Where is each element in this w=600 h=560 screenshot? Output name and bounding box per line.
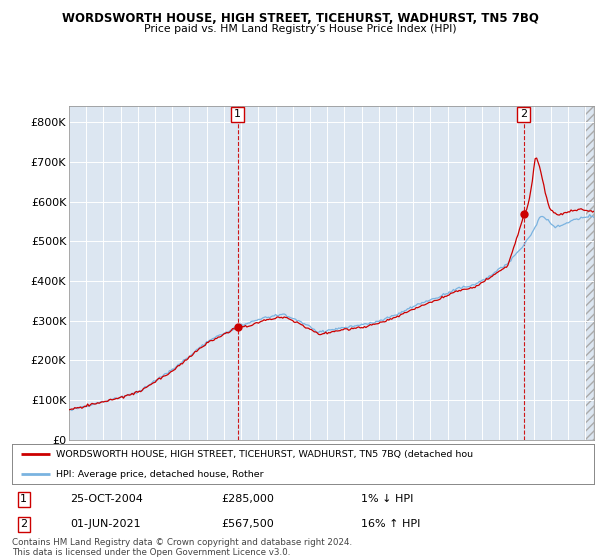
Text: Price paid vs. HM Land Registry’s House Price Index (HPI): Price paid vs. HM Land Registry’s House … — [143, 24, 457, 34]
Text: 1: 1 — [234, 109, 241, 119]
Text: 1: 1 — [20, 494, 27, 505]
Text: £567,500: £567,500 — [221, 519, 274, 529]
Text: 2: 2 — [20, 519, 27, 529]
Text: WORDSWORTH HOUSE, HIGH STREET, TICEHURST, WADHURST, TN5 7BQ (detached hou: WORDSWORTH HOUSE, HIGH STREET, TICEHURST… — [56, 450, 473, 459]
Text: WORDSWORTH HOUSE, HIGH STREET, TICEHURST, WADHURST, TN5 7BQ: WORDSWORTH HOUSE, HIGH STREET, TICEHURST… — [62, 12, 538, 25]
Text: £285,000: £285,000 — [221, 494, 274, 505]
Text: 1% ↓ HPI: 1% ↓ HPI — [361, 494, 413, 505]
Text: 2: 2 — [520, 109, 527, 119]
Text: Contains HM Land Registry data © Crown copyright and database right 2024.
This d: Contains HM Land Registry data © Crown c… — [12, 538, 352, 557]
Text: HPI: Average price, detached house, Rother: HPI: Average price, detached house, Roth… — [56, 470, 263, 479]
Text: 01-JUN-2021: 01-JUN-2021 — [70, 519, 141, 529]
Text: 16% ↑ HPI: 16% ↑ HPI — [361, 519, 421, 529]
Text: 25-OCT-2004: 25-OCT-2004 — [70, 494, 143, 505]
